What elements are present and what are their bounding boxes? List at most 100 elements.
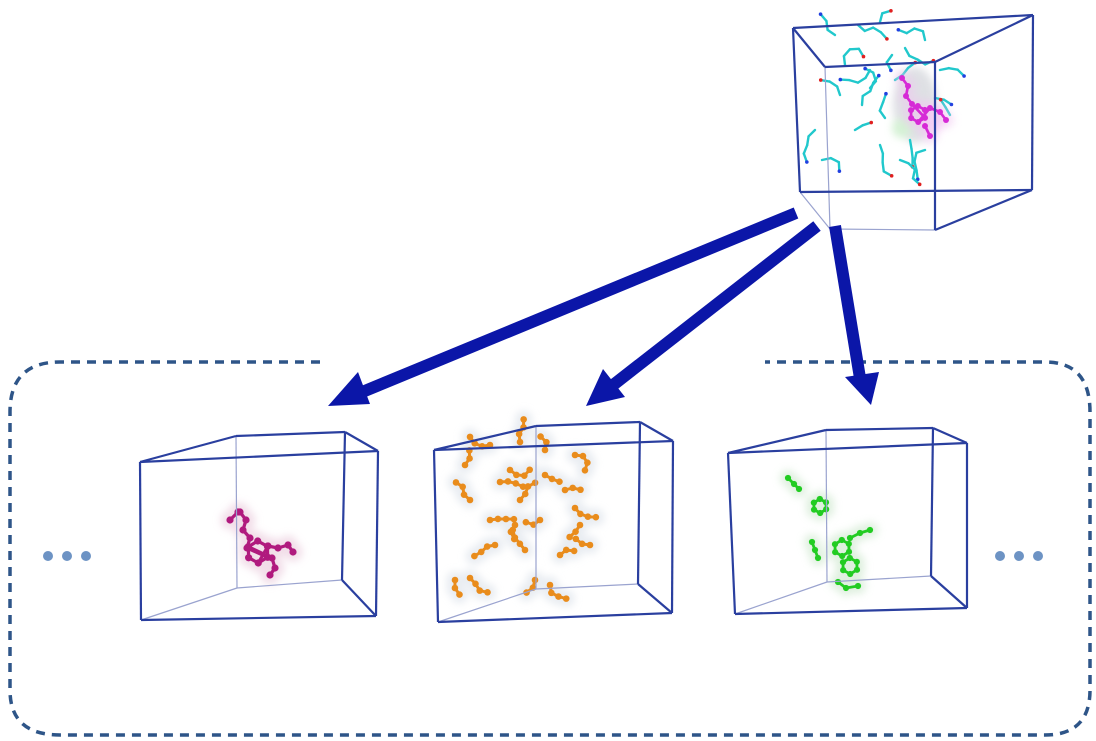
cube-back-edge bbox=[824, 66, 831, 230]
atom bbox=[571, 504, 579, 512]
ellipsis-dot bbox=[81, 551, 91, 561]
atom bbox=[866, 526, 874, 534]
atom bbox=[571, 451, 579, 459]
atom bbox=[541, 471, 549, 479]
cube-edge bbox=[934, 14, 1034, 63]
atom bbox=[908, 115, 915, 122]
atom bbox=[810, 499, 817, 506]
atom bbox=[572, 528, 579, 535]
atom bbox=[246, 534, 254, 542]
cube-edge bbox=[727, 428, 827, 455]
green-fragments-molecule bbox=[779, 469, 879, 597]
atom bbox=[584, 513, 592, 521]
heteroatom bbox=[818, 12, 823, 16]
residue-bond bbox=[842, 54, 847, 67]
residue-bond bbox=[908, 54, 919, 61]
cube-edge bbox=[791, 27, 802, 193]
cube-back-edge bbox=[826, 575, 932, 583]
atom bbox=[520, 416, 527, 423]
cube-back-edge bbox=[235, 435, 238, 589]
atom bbox=[254, 559, 262, 567]
cube-edge bbox=[792, 13, 1034, 30]
residue-bond bbox=[856, 23, 866, 33]
atom bbox=[581, 467, 589, 474]
atom bbox=[561, 486, 569, 494]
atom bbox=[556, 478, 563, 486]
residue-bond bbox=[861, 89, 872, 98]
atom bbox=[486, 516, 494, 524]
heteroatom bbox=[917, 182, 922, 187]
atom bbox=[808, 538, 816, 546]
cube-edge bbox=[344, 431, 379, 452]
residue-bond bbox=[878, 143, 885, 155]
atom bbox=[943, 117, 949, 123]
cube-back-edge bbox=[734, 581, 828, 615]
cube-edge bbox=[235, 430, 346, 438]
cube-edge bbox=[139, 449, 379, 464]
residue-bond bbox=[913, 151, 918, 163]
atom bbox=[922, 114, 929, 121]
cube-edge bbox=[934, 188, 1033, 232]
residue-bond bbox=[863, 26, 875, 33]
residue-bond bbox=[913, 160, 918, 172]
atom bbox=[271, 564, 279, 572]
atom bbox=[556, 551, 564, 559]
residue-bond bbox=[853, 124, 864, 132]
ellipsis-dot bbox=[1014, 551, 1024, 561]
heteroatom bbox=[884, 91, 888, 96]
cube-edge bbox=[437, 611, 673, 624]
heteroatom bbox=[915, 177, 920, 182]
arrow-to-orange-cube bbox=[586, 221, 821, 406]
cube-back-edge bbox=[825, 429, 828, 583]
cube-edge bbox=[930, 575, 968, 609]
cube-edge bbox=[139, 434, 237, 464]
atom bbox=[521, 490, 529, 498]
residue-bond bbox=[868, 79, 878, 90]
atom bbox=[905, 83, 911, 89]
atom bbox=[466, 433, 474, 441]
atom bbox=[839, 552, 846, 560]
atom bbox=[853, 566, 861, 573]
atom bbox=[845, 540, 852, 547]
cube-edge bbox=[824, 60, 936, 69]
atom bbox=[840, 567, 847, 574]
atom bbox=[562, 546, 570, 554]
atom bbox=[268, 554, 276, 562]
atom bbox=[483, 543, 491, 550]
atom bbox=[566, 533, 573, 541]
atom bbox=[266, 571, 274, 579]
atom bbox=[284, 541, 292, 549]
residue-bond bbox=[908, 138, 913, 151]
heteroatom bbox=[962, 74, 966, 78]
atom bbox=[569, 484, 577, 492]
atom bbox=[245, 554, 253, 562]
atom bbox=[909, 101, 915, 107]
cube-edge bbox=[799, 188, 1033, 194]
heteroatom bbox=[838, 77, 843, 82]
arrow-to-magenta-cube bbox=[328, 207, 799, 406]
residue-bond bbox=[860, 94, 864, 107]
atom bbox=[846, 534, 854, 542]
residue-bond bbox=[805, 135, 810, 147]
cube-back-edge bbox=[799, 191, 831, 230]
atom bbox=[577, 510, 584, 518]
magenta-ligand-molecule bbox=[220, 502, 303, 585]
atom bbox=[459, 483, 466, 491]
atom bbox=[522, 518, 530, 526]
atom bbox=[524, 483, 532, 490]
atom bbox=[451, 584, 459, 592]
atom bbox=[543, 438, 550, 446]
cube-edge bbox=[792, 27, 826, 68]
cube-back-edge bbox=[236, 579, 343, 589]
atom bbox=[530, 521, 537, 528]
cube-back-edge bbox=[829, 228, 936, 231]
residue-bond bbox=[910, 147, 914, 160]
atom bbox=[477, 548, 485, 556]
heteroatom bbox=[885, 37, 889, 41]
atom bbox=[838, 536, 845, 544]
cube-back-edge bbox=[140, 587, 238, 621]
heteroatom bbox=[837, 169, 842, 173]
atom bbox=[817, 509, 824, 517]
atom bbox=[790, 480, 798, 488]
